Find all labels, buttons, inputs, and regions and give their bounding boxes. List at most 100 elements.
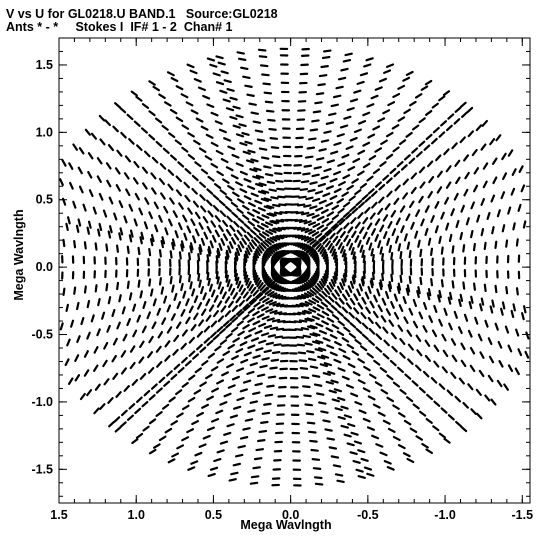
uv-point <box>455 420 463 428</box>
uv-point <box>120 367 127 375</box>
uv-point <box>212 72 221 77</box>
uv-point <box>300 227 309 232</box>
uv-point <box>370 248 374 257</box>
uv-point <box>232 124 241 129</box>
uv-point <box>189 281 193 290</box>
uv-point <box>304 300 313 306</box>
uv-point <box>440 246 444 255</box>
uv-point <box>232 462 242 467</box>
uv-point <box>62 287 66 297</box>
uv-point <box>216 358 225 364</box>
uv-point <box>418 195 424 204</box>
uv-point <box>218 224 224 233</box>
uv-point <box>426 160 434 168</box>
uv-point <box>362 141 371 147</box>
uv-point <box>205 373 213 380</box>
uv-point <box>326 159 335 164</box>
uv-point <box>200 237 206 246</box>
uv-point <box>256 138 266 142</box>
uv-point <box>320 278 326 286</box>
uv-point <box>191 187 198 195</box>
uv-point <box>402 296 407 305</box>
uv-point <box>300 235 309 241</box>
uv-point <box>262 297 270 304</box>
uv-point <box>259 64 269 68</box>
uv-point <box>440 211 445 220</box>
uv-point <box>94 284 98 293</box>
uv-point <box>198 443 207 448</box>
uv-point <box>304 317 313 322</box>
uv-point <box>358 201 365 209</box>
uv-point <box>181 381 189 388</box>
uv-point <box>334 289 340 297</box>
uv-point <box>129 345 136 353</box>
uv-point <box>187 153 196 160</box>
uv-point <box>222 98 231 103</box>
uv-point <box>342 274 347 283</box>
uv-point <box>300 274 308 282</box>
uv-point <box>515 287 519 296</box>
uv-point <box>514 367 520 376</box>
uv-point <box>111 354 117 363</box>
uv-point <box>341 293 348 301</box>
uv-point <box>186 428 195 434</box>
uv-point <box>306 325 316 330</box>
uv-point <box>105 243 109 252</box>
uv-point <box>234 251 239 260</box>
uv-point <box>119 421 127 428</box>
uv-point <box>442 90 451 97</box>
uv-point <box>225 322 233 329</box>
uv-point <box>441 366 448 374</box>
uv-point <box>213 294 219 303</box>
uv-point <box>337 367 346 372</box>
uv-point <box>191 174 199 182</box>
uv-point <box>253 457 263 461</box>
uv-point <box>353 440 363 445</box>
uv-point <box>348 332 357 339</box>
uv-point <box>154 117 163 124</box>
uv-point <box>106 324 111 333</box>
uv-point <box>156 360 163 368</box>
uv-point <box>268 127 277 131</box>
uv-point <box>123 385 130 392</box>
uv-point <box>199 194 206 201</box>
uv-point <box>307 430 317 434</box>
uv-point <box>345 213 352 220</box>
uv-point <box>408 275 412 285</box>
uv-point <box>333 272 338 281</box>
uv-point <box>385 177 393 184</box>
uv-point <box>368 327 376 335</box>
uv-point <box>256 279 262 288</box>
uv-point <box>226 423 235 428</box>
uv-point <box>367 316 374 324</box>
uv-point <box>260 197 270 203</box>
uv-point <box>229 115 238 120</box>
uv-point <box>320 354 330 359</box>
uv-point <box>206 188 214 195</box>
uv-point <box>398 139 407 146</box>
uv-point <box>362 270 366 280</box>
uv-point <box>169 250 173 259</box>
uv-point <box>308 137 317 141</box>
uv-point <box>239 341 248 347</box>
uv-point <box>520 184 526 193</box>
uv-point <box>421 442 429 449</box>
uv-point <box>333 141 342 146</box>
uv-point <box>382 353 390 360</box>
uv-point <box>118 294 122 303</box>
uv-point <box>381 297 387 306</box>
uv-point <box>366 175 374 182</box>
uv-point <box>216 325 224 333</box>
uv-point <box>314 190 324 195</box>
uv-point <box>320 301 328 308</box>
uv-point <box>203 337 211 344</box>
uv-point <box>141 103 150 109</box>
uv-point <box>254 277 261 286</box>
uv-point <box>242 204 250 211</box>
uv-point <box>313 383 323 387</box>
uv-point <box>448 233 453 243</box>
uv-point <box>103 341 109 350</box>
uv-point <box>360 278 365 287</box>
uv-point <box>432 425 440 432</box>
uv-point <box>266 317 275 322</box>
